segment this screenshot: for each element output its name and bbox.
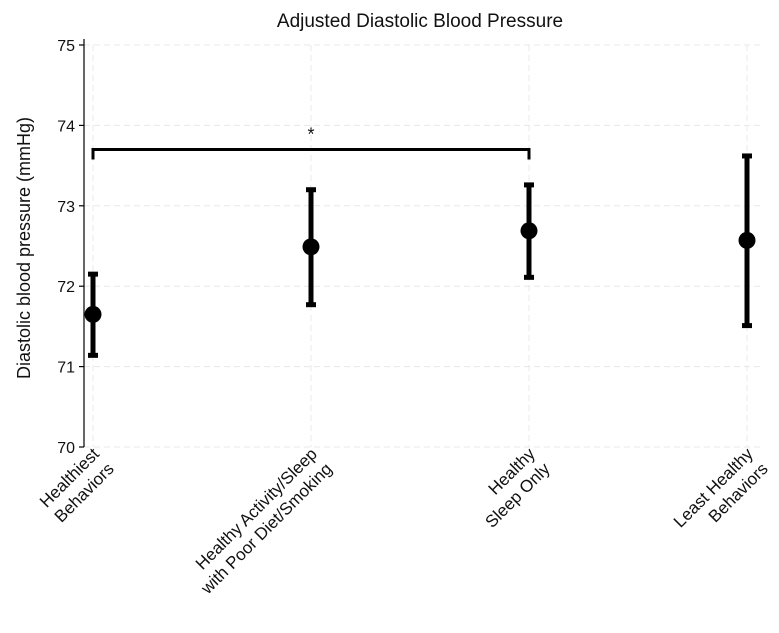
x-category-label: Least HealthyBehaviors	[670, 444, 772, 546]
y-tick-label: 72	[57, 279, 75, 296]
x-category-label: Healthy Activity/Sleepwith Poor Diet/Smo…	[182, 444, 336, 598]
data-point	[302, 238, 320, 256]
data-point	[520, 222, 538, 240]
x-category-label-line: with Poor Diet/Smoking	[197, 459, 336, 598]
significance-marker: *	[307, 125, 314, 145]
data-points	[84, 153, 756, 358]
grid	[84, 44, 760, 448]
annotations: *	[91, 125, 531, 160]
data-point	[738, 231, 756, 249]
x-category-label: HealthySleep Only	[467, 444, 554, 531]
data-point	[84, 305, 102, 323]
chart-title: Adjusted Diastolic Blood Pressure	[277, 11, 563, 32]
x-axis-labels: HealthiestBehaviors Healthy Activity/Slee…	[36, 444, 772, 598]
y-axis-label: Diastolic blood pressure (mmHg)	[14, 117, 34, 379]
y-axis: 70 71 72 73 74 75	[57, 38, 85, 457]
x-category-label: HealthiestBehaviors	[36, 444, 118, 526]
y-tick-label: 71	[57, 360, 75, 377]
y-tick-label: 75	[57, 38, 75, 55]
y-tick-label: 74	[57, 118, 75, 135]
x-category-label-line: Healthy Activity/Sleep	[192, 444, 321, 573]
y-tick-label: 70	[57, 440, 75, 457]
y-tick-label: 73	[57, 199, 75, 216]
significance-bracket	[91, 148, 531, 160]
